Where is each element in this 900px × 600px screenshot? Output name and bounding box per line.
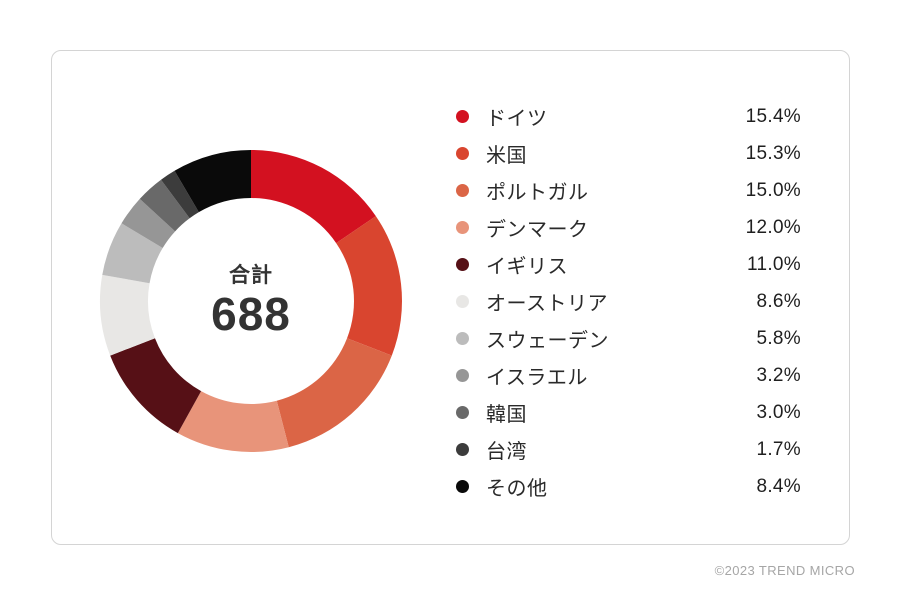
- legend-label: デンマーク: [486, 219, 589, 241]
- legend-label: 台湾: [486, 441, 527, 463]
- legend-value: 3.2%: [756, 364, 801, 386]
- legend-value: 15.3%: [745, 142, 801, 164]
- legend-row: イスラエル 3.2%: [456, 357, 801, 394]
- legend: ドイツ 15.4% 米国 15.3% ポルトガル 15.0% デンマーク 12.0% イギリス 1…: [456, 98, 801, 505]
- legend-value: 1.7%: [756, 438, 801, 460]
- legend-color-dot: [456, 184, 469, 197]
- legend-label: イギリス: [486, 256, 568, 278]
- legend-label: その他: [486, 478, 548, 500]
- legend-row: イギリス 11.0%: [456, 246, 801, 283]
- copyright-text: ©2023 TREND MICRO: [714, 563, 855, 578]
- legend-color-dot: [456, 480, 469, 493]
- legend-row: オーストリア 8.6%: [456, 283, 801, 320]
- donut-svg: [100, 150, 402, 453]
- donut-segment-10: [174, 150, 251, 213]
- donut-segment-0: [251, 150, 376, 244]
- legend-row: 米国 15.3%: [456, 135, 801, 172]
- legend-value: 15.4%: [745, 105, 801, 127]
- donut-segment-8: [139, 179, 190, 232]
- legend-value: 5.8%: [756, 327, 801, 349]
- donut-segment-9: [161, 170, 199, 219]
- legend-value: 3.0%: [756, 401, 801, 423]
- legend-color-dot: [456, 295, 469, 308]
- donut-segment-4: [110, 338, 202, 434]
- legend-color-dot: [456, 332, 469, 345]
- donut-segment-7: [121, 198, 176, 248]
- legend-color-dot: [456, 221, 469, 234]
- legend-color-dot: [456, 258, 469, 271]
- donut-segment-3: [177, 391, 289, 453]
- legend-value: 8.4%: [756, 475, 801, 497]
- legend-value: 12.0%: [745, 216, 801, 238]
- donut-segment-5: [100, 274, 155, 356]
- legend-row: ポルトガル 15.0%: [456, 172, 801, 209]
- legend-row: その他 8.4%: [456, 468, 801, 505]
- legend-color-dot: [456, 147, 469, 160]
- legend-color-dot: [456, 406, 469, 419]
- legend-row: ドイツ 15.4%: [456, 98, 801, 135]
- legend-row: 韓国 3.0%: [456, 394, 801, 431]
- legend-color-dot: [456, 110, 469, 123]
- legend-label: オーストリア: [486, 293, 608, 315]
- legend-value: 15.0%: [745, 179, 801, 201]
- donut-segment-1: [336, 216, 402, 356]
- legend-label: 米国: [486, 145, 527, 167]
- donut-segment-6: [102, 223, 163, 284]
- legend-value: 11.0%: [747, 253, 801, 275]
- legend-color-dot: [456, 443, 469, 456]
- legend-row: デンマーク 12.0%: [456, 209, 801, 246]
- legend-row: 台湾 1.7%: [456, 431, 801, 468]
- chart-card: 合計 688 ドイツ 15.4% 米国 15.3% ポルトガル 15.0% デンマーク 12.…: [51, 50, 850, 545]
- legend-color-dot: [456, 369, 469, 382]
- legend-value: 8.6%: [756, 290, 801, 312]
- legend-label: ドイツ: [486, 108, 548, 130]
- legend-label: スウェーデン: [486, 330, 609, 352]
- legend-label: 韓国: [486, 404, 527, 426]
- donut-chart: 合計 688: [96, 146, 406, 456]
- donut-segment-2: [276, 338, 392, 448]
- legend-label: ポルトガル: [486, 182, 589, 204]
- legend-label: イスラエル: [486, 367, 588, 389]
- legend-row: スウェーデン 5.8%: [456, 320, 801, 357]
